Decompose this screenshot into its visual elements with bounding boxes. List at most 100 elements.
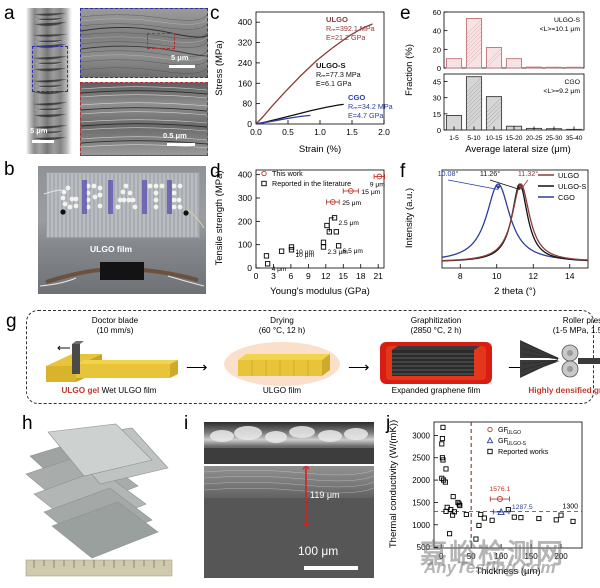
svg-text:Tensile strength (MPa): Tensile strength (MPa) [214,170,225,265]
step-3-caption: Expanded graphene film [391,386,481,395]
step-4-title: Roller pressing (1-5 MPa, 1.5 mm/s) [520,316,600,337]
svg-text:0: 0 [437,126,441,135]
svg-text:4 μm: 4 μm [272,266,287,273]
svg-text:Strain (%): Strain (%) [299,144,341,155]
svg-text:Reported works: Reported works [498,447,549,456]
step-2-caption: ULGO film [262,386,302,395]
svg-text:400: 400 [238,170,252,180]
panel-e: e 0 20 40 60 ULGO-S <L>=10.1 μm 0 15 30 45 CGO <L>=… [398,0,600,160]
svg-text:15: 15 [433,110,441,119]
panel-g-label: g [6,311,17,332]
scale-label-i: 100 μm [298,544,339,558]
step-1-caption-pre: ULGO gel [61,386,100,395]
svg-text:10.08°: 10.08° [438,169,459,178]
svg-text:0: 0 [439,552,444,561]
svg-text:20: 20 [433,45,441,54]
sem-thickness-texture [204,466,374,578]
svg-text:0: 0 [437,64,441,73]
svg-text:3: 3 [271,271,276,281]
svg-text:400: 400 [238,17,252,27]
svg-text:0: 0 [247,263,252,273]
svg-text:E=4.7 GPa: E=4.7 GPa [348,111,383,120]
panel-j-plot: 500 1000 1500 2000 2500 3000 0 50 100 150 200 130… [388,420,583,577]
svg-text:CGO: CGO [565,79,580,86]
photo-led-demo: ULGO film [38,166,206,294]
svg-text:1.5: 1.5 [346,127,358,137]
svg-text:80: 80 [243,99,253,109]
step-1-sub-text: (10 mm/s) [96,326,134,336]
svg-text:<L>=9.2 μm: <L>=9.2 μm [543,88,580,95]
step-4-sub-text: (1-5 MPa, 1.5 mm/s) [552,326,600,336]
svg-text:12: 12 [529,271,539,281]
svg-text:9: 9 [306,271,311,281]
svg-text:ULGO: ULGO [507,430,521,436]
step-3-graphic [380,342,492,384]
panel-g: g Doctor blade (10 mm/s) ULGO gel Wet UL… [0,300,600,408]
svg-text:5-10: 5-10 [467,135,481,142]
svg-text:ULGO-S: ULGO-S [558,182,586,191]
svg-text:1-5: 1-5 [449,135,459,142]
svg-text:2500: 2500 [412,454,430,463]
svg-text:1.0: 1.0 [314,127,326,137]
sem-cross-section-thickness: 119 μm 100 μm [204,466,374,578]
svg-text:1000: 1000 [412,521,430,530]
scale-label-red: 0.5 μm [163,131,187,140]
svg-text:0: 0 [254,271,259,281]
scale-bar-left [32,140,54,143]
svg-text:200: 200 [554,552,568,561]
panel-j-label: j [386,413,391,434]
svg-text:E=21.2 GPa: E=21.2 GPa [326,33,365,42]
svg-text:6.5 μm: 6.5 μm [343,248,364,255]
panel-j: j 500 1000 1500 2000 2500 3000 0 50 100 150 200 1… [386,408,600,588]
scale-bar-red [167,143,195,146]
scale-label-blue: 5 μm [171,53,189,62]
svg-text:2.3 μm: 2.3 μm [327,249,348,256]
svg-text:1287.5: 1287.5 [512,504,533,511]
panel-a-label: a [4,3,15,24]
svg-text:CGO: CGO [348,93,365,102]
panel-e-label: e [400,3,411,24]
svg-text:12: 12 [321,271,331,281]
svg-text:<L>=10.1 μm: <L>=10.1 μm [540,26,581,33]
sem-texture-blue [81,14,207,74]
panel-d: d 0 100 200 300 400 0 3 6 9 12 15 18 21 4 μm 10 μm 10… [208,160,398,300]
arrow-2: ⟶ [348,359,370,376]
svg-text:10-15: 10-15 [486,135,503,142]
svg-text:21: 21 [373,271,383,281]
svg-text:11.32°: 11.32° [518,169,538,178]
svg-text:160: 160 [238,78,252,88]
svg-text:150: 150 [524,552,538,561]
step-1-graphic [46,341,178,382]
panel-e-plot: 0 20 40 60 ULGO-S <L>=10.1 μm 0 15 30 45 CGO <L>=9.… [404,8,585,155]
panel-i: i 119 μm 100 μm [182,408,386,588]
svg-text:GF: GF [498,436,509,445]
svg-text:2000: 2000 [412,476,430,485]
svg-text:ULGO: ULGO [326,15,348,24]
panel-a-roi-box-red [147,33,175,49]
sem-texture-left [32,12,68,141]
svg-text:200: 200 [238,216,252,226]
svg-text:45: 45 [433,78,441,87]
photo-film-stack [0,408,182,588]
step-2-title: Drying (60 °C, 12 h) [222,316,342,337]
svg-text:11.26°: 11.26° [480,169,500,178]
step-3-title: Graphitization (2850 °C, 2 h) [376,316,496,337]
svg-text:3000: 3000 [412,431,430,440]
step-1-title-text: Doctor blade [91,316,139,325]
svg-text:Rₘ=392.1 MPa: Rₘ=392.1 MPa [326,24,375,33]
svg-text:Average lateral size (μm): Average lateral size (μm) [465,144,571,155]
svg-text:10 μm: 10 μm [295,252,314,259]
step-2-graphic [224,342,340,386]
svg-text:Thickness (μm): Thickness (μm) [475,566,540,577]
svg-text:ULGO-S: ULGO-S [316,61,346,70]
panel-g-frame [26,310,594,404]
panel-h: h [0,408,182,588]
step-1-caption: ULGO gel Wet ULGO film [34,386,184,395]
svg-text:9 μm: 9 μm [370,182,386,189]
svg-text:100: 100 [238,240,252,250]
svg-text:500: 500 [417,543,431,552]
svg-text:35-40: 35-40 [566,135,583,142]
svg-text:1500: 1500 [412,498,430,507]
svg-text:10 μm: 10 μm [295,249,314,256]
